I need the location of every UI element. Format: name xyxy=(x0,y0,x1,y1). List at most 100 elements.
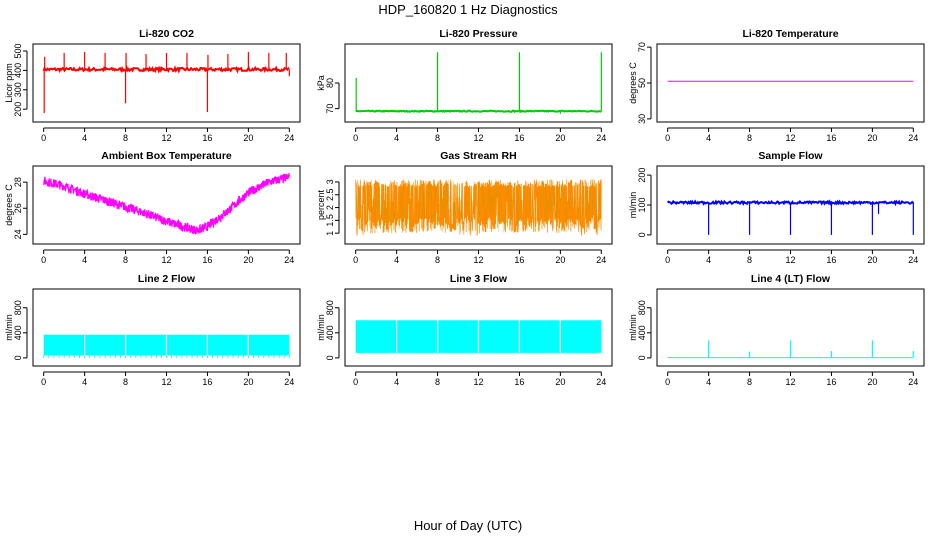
series-8 xyxy=(355,320,602,353)
x-tick-label: 4 xyxy=(706,255,711,265)
x-tick-label: 12 xyxy=(785,255,795,265)
y-tick-label: 2.5 xyxy=(325,188,335,201)
y-tick-label: 400 xyxy=(637,325,647,340)
x-tick-label: 24 xyxy=(596,255,606,265)
y-tick-label: 0 xyxy=(13,355,23,360)
series-9 xyxy=(667,340,914,359)
series-1 xyxy=(42,51,290,114)
x-tick-label: 4 xyxy=(706,133,711,143)
x-tick-label: 20 xyxy=(867,377,877,387)
series-7 xyxy=(43,334,290,358)
x-tick-label: 12 xyxy=(473,377,483,387)
x-tick-label: 24 xyxy=(908,377,918,387)
chart-title: Sample Flow xyxy=(758,150,823,162)
x-tick-label: 0 xyxy=(353,133,358,143)
y-axis-label: Licor ppm xyxy=(4,63,14,103)
y-tick-label: 200 xyxy=(13,102,23,117)
y-axis-label: percent xyxy=(316,189,326,220)
rh-trace xyxy=(355,179,602,236)
chart-panel: Line 3 Flow ml/min 0 4 8 12 16 20 24 0 400 800 xyxy=(316,273,613,387)
x-tick-label: 24 xyxy=(596,377,606,387)
x-tick-label: 24 xyxy=(908,133,918,143)
y-axis-label: ml/min xyxy=(628,192,638,219)
temperature-trace xyxy=(43,173,290,235)
y-tick-label: 400 xyxy=(13,63,23,78)
y-axis-label: kPa xyxy=(316,75,326,91)
y-tick-label: 30 xyxy=(637,114,647,124)
x-tick-label: 12 xyxy=(785,377,795,387)
x-tick-label: 24 xyxy=(908,255,918,265)
x-tick-label: 12 xyxy=(161,133,171,143)
x-tick-label: 16 xyxy=(826,255,836,265)
x-tick-label: 8 xyxy=(123,377,128,387)
y-tick-label: 0 xyxy=(637,232,647,237)
x-tick-label: 0 xyxy=(41,133,46,143)
y-axis-label: ml/min xyxy=(4,314,14,341)
chart-panel: Gas Stream RH percent 0 4 8 12 16 20 24 1 1.5 2 2.5 3 xyxy=(316,150,613,265)
x-tick-label: 20 xyxy=(867,255,877,265)
rh-trace-secondary xyxy=(355,179,602,234)
x-tick-label: 16 xyxy=(514,255,524,265)
x-tick-label: 0 xyxy=(353,377,358,387)
x-tick-label: 16 xyxy=(826,377,836,387)
x-axis-caption: Hour of Day (UTC) xyxy=(413,518,523,533)
series-5 xyxy=(355,179,602,236)
chart-title: Li-820 Temperature xyxy=(742,28,838,40)
plot-frame xyxy=(656,165,925,245)
y-tick-label: 70 xyxy=(637,42,647,52)
plot-frame xyxy=(344,165,613,245)
y-tick-label: 800 xyxy=(325,300,335,315)
x-tick-label: 8 xyxy=(435,255,440,265)
x-tick-label: 0 xyxy=(353,255,358,265)
x-tick-label: 12 xyxy=(473,255,483,265)
y-tick-label: 70 xyxy=(325,104,335,114)
x-tick-label: 20 xyxy=(243,255,253,265)
plot-frame xyxy=(656,43,925,123)
y-tick-label: 300 xyxy=(13,82,23,97)
x-tick-label: 16 xyxy=(202,133,212,143)
y-tick-label: 800 xyxy=(13,300,23,315)
y-tick-label: 400 xyxy=(13,325,23,340)
x-tick-label: 16 xyxy=(826,133,836,143)
y-tick-label: 0 xyxy=(325,355,335,360)
series-2 xyxy=(355,52,602,114)
x-tick-label: 4 xyxy=(82,255,87,265)
chart-title: Ambient Box Temperature xyxy=(101,150,232,162)
x-tick-label: 24 xyxy=(596,133,606,143)
x-tick-label: 20 xyxy=(555,133,565,143)
y-tick-label: 500 xyxy=(13,43,23,58)
chart-panel: Line 2 Flow ml/min 0 4 8 12 16 20 24 0 400 800 xyxy=(4,273,301,387)
x-tick-label: 4 xyxy=(394,377,399,387)
x-tick-label: 8 xyxy=(747,133,752,143)
x-tick-label: 0 xyxy=(41,255,46,265)
x-tick-label: 12 xyxy=(161,377,171,387)
x-tick-label: 0 xyxy=(665,377,670,387)
x-tick-label: 24 xyxy=(284,133,294,143)
x-tick-label: 4 xyxy=(394,255,399,265)
y-tick-label: 0 xyxy=(637,355,647,360)
plot-frame xyxy=(32,165,301,245)
y-tick-label: 3 xyxy=(325,179,335,184)
x-tick-label: 24 xyxy=(284,255,294,265)
x-tick-label: 8 xyxy=(435,377,440,387)
x-tick-label: 8 xyxy=(747,377,752,387)
plot-frame xyxy=(656,288,925,367)
x-tick-label: 16 xyxy=(202,377,212,387)
y-tick-label: 400 xyxy=(325,325,335,340)
plot-frame xyxy=(344,288,613,367)
y-tick-label: 100 xyxy=(637,197,647,212)
series-4 xyxy=(43,173,290,235)
y-tick-label: 1.5 xyxy=(325,214,335,227)
x-tick-label: 8 xyxy=(435,133,440,143)
x-tick-label: 8 xyxy=(123,255,128,265)
y-tick-label: 80 xyxy=(325,78,335,88)
plot-frame xyxy=(344,43,613,123)
x-tick-label: 16 xyxy=(514,133,524,143)
y-tick-label: 24 xyxy=(13,229,23,239)
page-title: HDP_160820 1 Hz Diagnostics xyxy=(378,2,558,17)
x-tick-label: 20 xyxy=(555,255,565,265)
x-tick-label: 24 xyxy=(284,377,294,387)
x-tick-label: 20 xyxy=(867,133,877,143)
chart-panel: Li-820 CO2 Licor ppm 0 4 8 12 16 20 24 200 300 400 5… xyxy=(4,28,301,143)
